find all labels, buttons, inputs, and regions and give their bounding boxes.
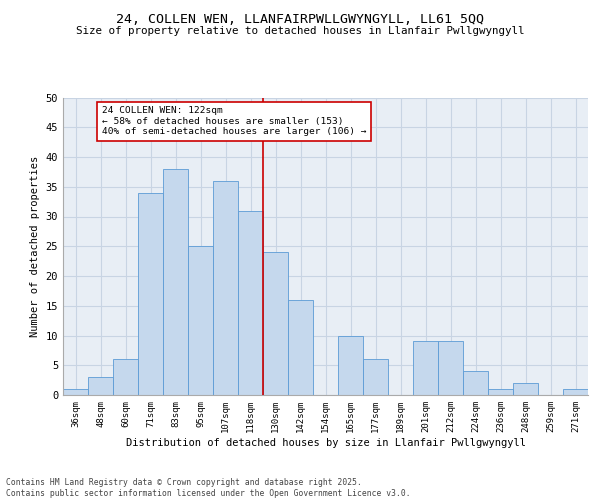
Bar	[413, 342, 438, 395]
Bar	[88, 377, 113, 395]
Text: Size of property relative to detached houses in Llanfair Pwllgwyngyll: Size of property relative to detached ho…	[76, 26, 524, 36]
Bar	[563, 389, 588, 395]
Bar	[63, 389, 88, 395]
Bar	[263, 252, 288, 395]
X-axis label: Distribution of detached houses by size in Llanfair Pwllgwyngyll: Distribution of detached houses by size …	[125, 438, 526, 448]
Bar	[163, 169, 188, 395]
Bar	[363, 360, 388, 395]
Bar	[213, 181, 238, 395]
Bar	[138, 192, 163, 395]
Bar	[488, 389, 513, 395]
Text: 24 COLLEN WEN: 122sqm
← 58% of detached houses are smaller (153)
40% of semi-det: 24 COLLEN WEN: 122sqm ← 58% of detached …	[102, 106, 366, 136]
Bar	[513, 383, 538, 395]
Bar	[288, 300, 313, 395]
Y-axis label: Number of detached properties: Number of detached properties	[30, 156, 40, 337]
Bar	[113, 360, 138, 395]
Bar	[438, 342, 463, 395]
Bar	[338, 336, 363, 395]
Text: Contains HM Land Registry data © Crown copyright and database right 2025.
Contai: Contains HM Land Registry data © Crown c…	[6, 478, 410, 498]
Bar	[463, 371, 488, 395]
Text: 24, COLLEN WEN, LLANFAIRPWLLGWYNGYLL, LL61 5QQ: 24, COLLEN WEN, LLANFAIRPWLLGWYNGYLL, LL…	[116, 13, 484, 26]
Bar	[238, 210, 263, 395]
Bar	[188, 246, 213, 395]
